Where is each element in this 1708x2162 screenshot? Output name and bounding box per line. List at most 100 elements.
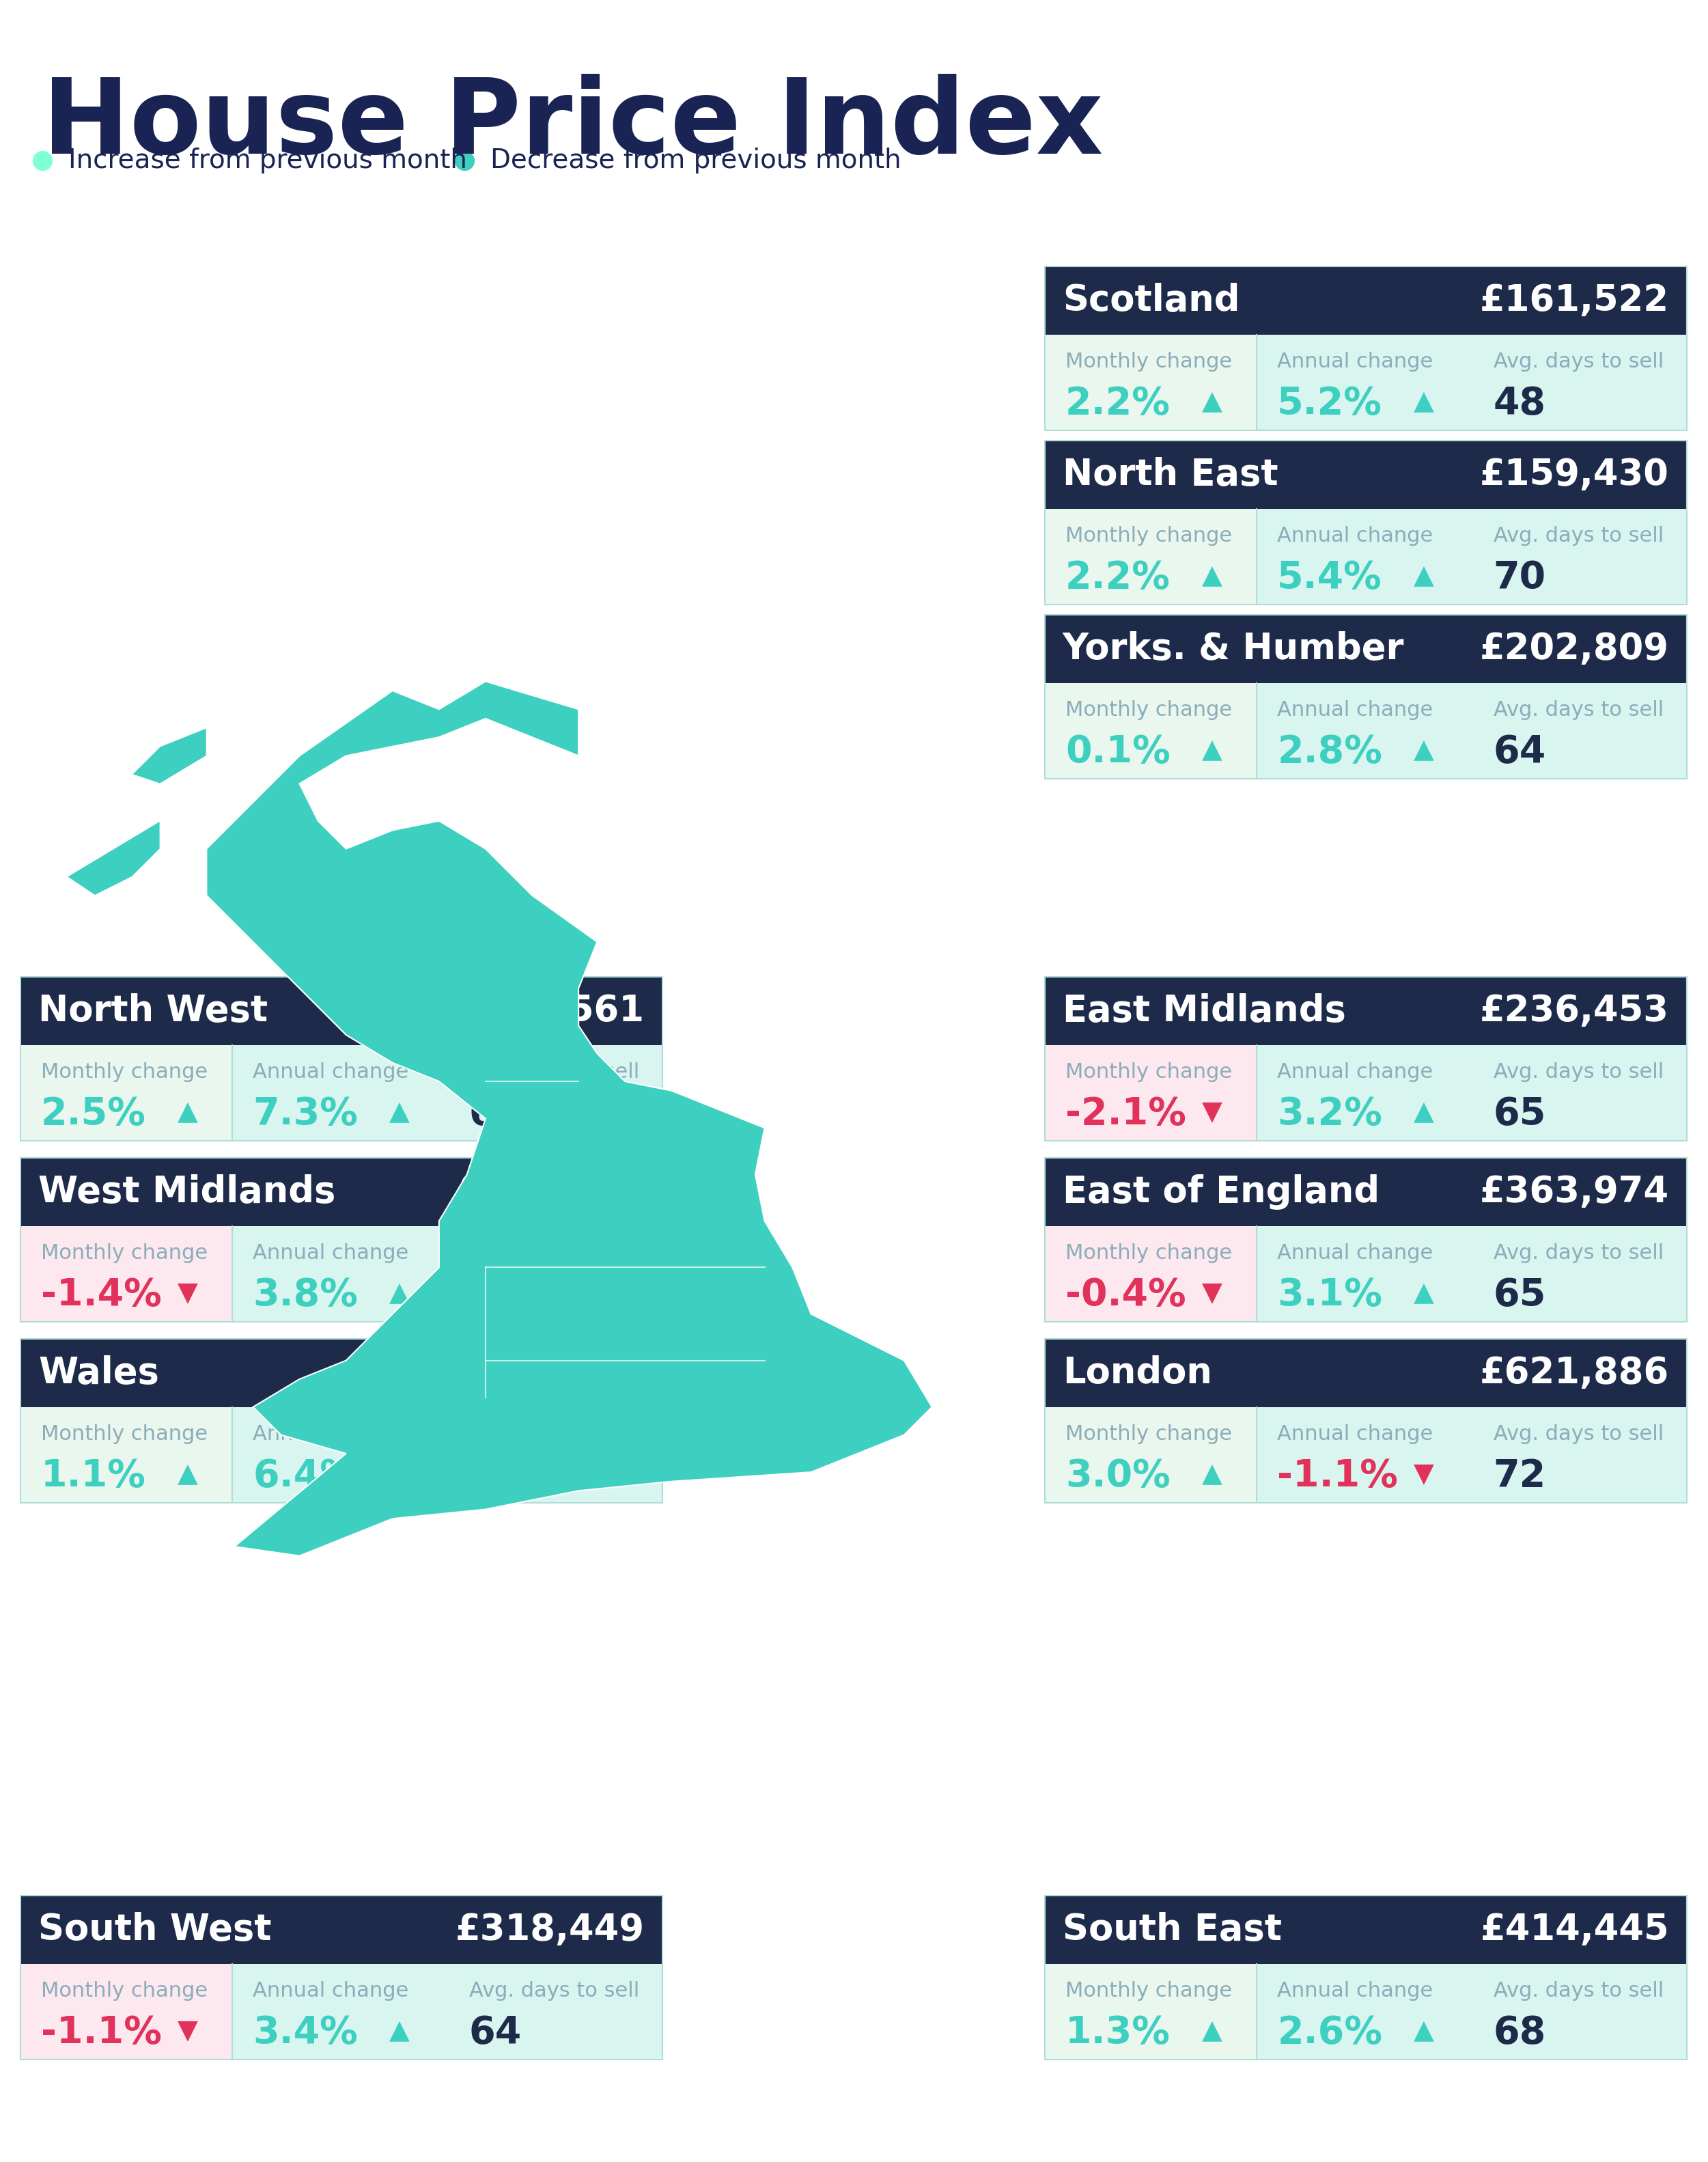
Text: Annual change: Annual change [1278,1062,1433,1081]
Bar [20,1963,232,2060]
Bar [1045,1338,1688,1407]
Bar [1257,1963,1688,2060]
Bar [20,1159,663,1226]
Bar [1257,335,1688,430]
Text: Monthly change: Monthly change [1066,525,1231,545]
Text: 70: 70 [1493,560,1546,597]
Text: Annual change: Annual change [1278,700,1433,720]
Text: Annual change: Annual change [253,1425,408,1444]
Bar [1257,508,1688,605]
Text: Avg. days to sell: Avg. days to sell [1493,1980,1664,2000]
Bar [1045,1338,1688,1503]
Text: -1.4%: -1.4% [41,1276,162,1314]
Text: 65: 65 [470,1276,521,1314]
Text: Increase from previous month: Increase from previous month [68,147,466,173]
Text: £414,445: £414,445 [1481,1911,1669,1948]
Text: 2.8%: 2.8% [1278,733,1382,770]
Text: Avg. days to sell: Avg. days to sell [1493,525,1664,545]
Text: ▼: ▼ [1414,1459,1435,1485]
Text: -1.1%: -1.1% [1278,1457,1399,1494]
Bar [20,1338,663,1407]
Text: Annual change: Annual change [253,1980,408,2000]
Text: -2.1%: -2.1% [1066,1096,1185,1133]
Text: ▲: ▲ [389,2017,410,2043]
Bar [1045,1896,1688,1963]
Text: 2.5%: 2.5% [41,1096,147,1133]
Bar [20,1338,663,1503]
Text: £212,378: £212,378 [456,1356,644,1390]
Bar [1045,335,1257,430]
Bar [1045,1896,1688,2060]
Text: 64: 64 [470,2015,521,2052]
Text: ▲: ▲ [1202,1459,1223,1485]
Text: Monthly change: Monthly change [1066,1062,1231,1081]
Text: -0.4%: -0.4% [1066,1276,1185,1314]
Text: £318,449: £318,449 [456,1911,644,1948]
Text: 5.2%: 5.2% [1278,385,1382,422]
Bar [20,977,663,1142]
Bar [232,1407,663,1503]
Text: Annual change: Annual change [1278,352,1433,372]
Bar [1045,614,1688,778]
Text: Avg. days to sell: Avg. days to sell [1493,700,1664,720]
Text: Monthly change: Monthly change [41,1062,208,1081]
Text: Avg. days to sell: Avg. days to sell [1493,1243,1664,1263]
Text: ▲: ▲ [178,1098,198,1124]
Text: Annual change: Annual change [1278,1425,1433,1444]
Text: Monthly change: Monthly change [1066,352,1231,372]
Text: ▲: ▲ [1202,2017,1223,2043]
Text: 64: 64 [470,1096,521,1133]
Bar [1045,441,1688,508]
Text: 3.2%: 3.2% [1278,1096,1382,1133]
Text: -1.1%: -1.1% [41,2015,162,2052]
Text: ▲: ▲ [389,1280,410,1306]
Text: 65: 65 [1493,1096,1546,1133]
Text: £161,522: £161,522 [1479,283,1669,318]
Text: 0.1%: 0.1% [1066,733,1170,770]
Text: North East: North East [1062,456,1278,493]
Bar [20,977,663,1044]
Text: 2.2%: 2.2% [1066,560,1170,597]
Bar [1045,1226,1257,1321]
Text: Monthly change: Monthly change [41,1980,208,2000]
Bar [1045,441,1688,605]
Bar [1257,1407,1688,1503]
Text: £236,453: £236,453 [1479,992,1669,1029]
Text: Annual change: Annual change [253,1243,408,1263]
Text: Annual change: Annual change [1278,1243,1433,1263]
Text: Monthly change: Monthly change [1066,1980,1231,2000]
Bar [1045,1407,1257,1503]
Text: Yorks. & Humber: Yorks. & Humber [1062,631,1404,666]
Text: Annual change: Annual change [253,1062,408,1081]
Bar [1045,1044,1257,1142]
Polygon shape [132,729,207,783]
Bar [20,1044,232,1142]
Text: £240,789: £240,789 [456,1174,644,1211]
Text: £215,561: £215,561 [456,992,644,1029]
Bar [232,1226,663,1321]
Text: ▲: ▲ [389,1098,410,1124]
Text: South East: South East [1062,1911,1281,1948]
Text: South West: South West [38,1911,272,1948]
Bar [1257,1044,1688,1142]
Text: 7.3%: 7.3% [253,1096,359,1133]
Bar [232,1963,663,2060]
Text: 65: 65 [1493,1276,1546,1314]
Bar [232,1044,663,1142]
Text: £202,809: £202,809 [1479,631,1669,666]
Text: Avg. days to sell: Avg. days to sell [470,1980,639,2000]
Bar [1257,1226,1688,1321]
Text: Avg. days to sell: Avg. days to sell [1493,352,1664,372]
Polygon shape [207,681,933,1557]
Text: 3.4%: 3.4% [253,2015,357,2052]
Polygon shape [67,822,161,895]
Text: House Price Index: House Price Index [43,74,1103,175]
Bar [20,1896,663,2060]
Bar [20,1226,232,1321]
Text: ▼: ▼ [178,2017,198,2043]
Text: Decrease from previous month: Decrease from previous month [490,147,902,173]
Text: Monthly change: Monthly change [41,1243,208,1263]
Text: East of England: East of England [1062,1174,1380,1211]
Text: ▲: ▲ [1202,387,1223,413]
Text: ▲: ▲ [1202,562,1223,588]
